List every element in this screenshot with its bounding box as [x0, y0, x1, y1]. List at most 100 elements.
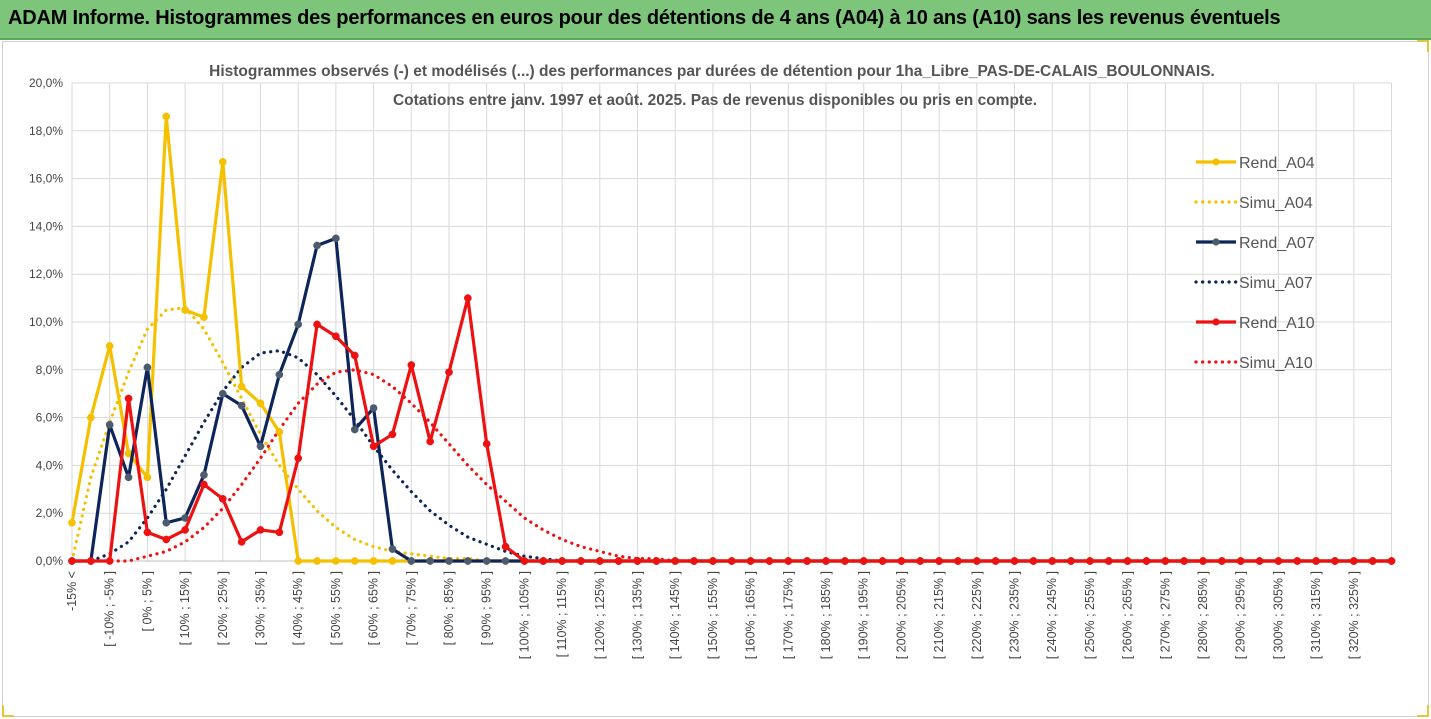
x-tick-label: [ 280% ; 285% ] [1196, 571, 1210, 659]
chart-legend: Rend_A04 Simu_A04 Rend_A07 Simu_A07 Rend_A10… [1194, 155, 1315, 372]
data-point-Rend_A10 [275, 528, 284, 537]
x-tick-label: [ 20% ; 25% ] [216, 571, 230, 645]
x-tick-label: [ 250% ; 255% ] [1083, 571, 1097, 659]
series-layer [68, 112, 1396, 565]
data-point-Rend_A10 [727, 557, 736, 565]
x-tick-label: [ 80% ; 85% ] [442, 571, 456, 645]
data-point-Rend_A10 [218, 495, 227, 503]
data-point-Rend_A10 [369, 442, 378, 451]
data-point-Rend_A10 [822, 557, 830, 565]
legend-marker [1212, 238, 1220, 246]
data-point-Rend_A10 [1274, 557, 1283, 565]
series-Simu_A04 [70, 306, 1394, 563]
data-point-Rend_A04 [350, 557, 359, 565]
x-tick-label: [ 10% ; 15% ] [178, 571, 192, 645]
data-point-Rend_A07 [275, 370, 284, 379]
x-tick-label: [ 300% ; 305% ] [1271, 571, 1285, 659]
legend-entry-Simu_A07: Simu_A07 [1194, 275, 1313, 292]
legend-entry-Rend_A10: Rend_A10 [1196, 315, 1315, 332]
data-point-Rend_A10 [859, 557, 868, 565]
data-point-Rend_A04 [237, 382, 246, 391]
data-point-Rend_A10 [972, 557, 981, 565]
data-point-Rend_A10 [332, 332, 340, 341]
data-point-Rend_A07 [332, 234, 340, 243]
x-tick-label: [ 150% ; 155% ] [706, 571, 720, 659]
data-point-Rend_A10 [1293, 557, 1302, 565]
data-point-Rend_A07 [313, 241, 321, 250]
y-tick-label: 4,0% [36, 458, 64, 472]
x-tick-label: [ 200% ; 205% ] [894, 571, 908, 659]
data-point-Rend_A04 [105, 342, 114, 350]
x-tick-label: [ 180% ; 185% ] [819, 571, 833, 659]
data-point-Rend_A04 [143, 473, 152, 482]
data-point-Rend_A10 [991, 557, 1000, 565]
data-point-Rend_A10 [916, 557, 925, 565]
series-line-Rend_A07 [72, 236, 1392, 563]
axis-layer: 0,0% 2,0% 4,0% 6,0% 8,0% 10,0% 12,0% 14,0% 16,0%… [29, 76, 1392, 659]
data-point-Rend_A10 [200, 480, 208, 489]
data-point-Rend_A10 [1086, 557, 1094, 565]
data-point-Rend_A04 [87, 413, 95, 422]
data-point-Rend_A10 [1104, 557, 1113, 565]
data-point-Rend_A10 [784, 557, 793, 565]
data-point-Rend_A10 [595, 557, 604, 565]
data-point-Rend_A10 [520, 557, 529, 565]
data-point-Rend_A10 [1048, 557, 1057, 565]
x-tick-label: [ 210% ; 215% ] [932, 571, 946, 659]
data-point-Rend_A10 [614, 557, 623, 565]
data-point-Rend_A10 [256, 526, 265, 534]
data-point-Rend_A04 [181, 306, 189, 314]
x-tick-label: [ 90% ; 95% ] [480, 571, 494, 645]
chart-subtitle: Cotations entre janv. 1997 et août. 2025… [393, 92, 1037, 109]
data-point-Rend_A04 [332, 557, 340, 565]
series-line-Rend_A10 [72, 296, 1392, 563]
x-tick-label: [ 220% ; 225% ] [970, 571, 984, 659]
data-point-Rend_A07 [218, 389, 227, 398]
data-point-Rend_A10 [1331, 557, 1339, 565]
data-point-Rend_A10 [1349, 557, 1358, 565]
data-point-Rend_A10 [143, 528, 152, 537]
data-point-Rend_A10 [1010, 557, 1019, 565]
x-tick-label: [ 170% ; 175% ] [781, 571, 795, 659]
data-point-Rend_A10 [1387, 557, 1396, 565]
data-point-Rend_A10 [1123, 557, 1132, 565]
data-point-Rend_A04 [162, 112, 171, 121]
data-point-Rend_A07 [200, 471, 208, 479]
data-point-Rend_A10 [294, 454, 303, 463]
legend-label: Simu_A10 [1239, 355, 1313, 372]
x-tick-label: [ 120% ; 125% ] [593, 571, 607, 659]
data-point-Rend_A10 [1236, 557, 1245, 565]
data-point-Rend_A07 [445, 557, 453, 565]
series-line-Simu_A07 [70, 349, 1394, 563]
data-point-Rend_A10 [709, 557, 717, 565]
legend-label: Rend_A10 [1239, 315, 1315, 332]
data-point-Rend_A10 [181, 526, 189, 534]
data-point-Rend_A07 [501, 557, 510, 565]
data-point-Rend_A07 [237, 401, 246, 410]
data-point-Rend_A04 [200, 313, 208, 322]
series-line-Simu_A04 [70, 306, 1394, 563]
data-point-Rend_A10 [577, 557, 585, 565]
y-tick-label: 12,0% [29, 267, 63, 281]
data-point-Rend_A10 [803, 557, 812, 565]
data-point-Rend_A07 [464, 557, 472, 565]
data-point-Rend_A10 [671, 557, 680, 565]
data-point-Rend_A10 [935, 557, 943, 565]
chart-title: Histogrammes observés (-) et modélisés (… [209, 63, 1215, 80]
data-point-Rend_A10 [1029, 557, 1038, 565]
data-point-Rend_A10 [388, 430, 397, 439]
data-point-Rend_A10 [878, 557, 887, 565]
data-point-Rend_A07 [256, 442, 265, 451]
x-tick-label: [ 320% ; 325% ] [1347, 571, 1361, 659]
data-point-Rend_A10 [558, 557, 566, 565]
x-tick-label: [ 40% ; 45% ] [291, 571, 305, 645]
data-point-Rend_A07 [388, 545, 397, 553]
data-point-Rend_A04 [256, 399, 265, 408]
series-Rend_A10 [68, 294, 1396, 565]
x-tick-label: [ 290% ; 295% ] [1234, 571, 1248, 659]
data-point-Rend_A07 [482, 557, 491, 565]
x-tick-label: [ 310% ; 315% ] [1309, 571, 1323, 659]
y-tick-label: 20,0% [29, 76, 63, 90]
y-tick-label: 14,0% [29, 219, 63, 233]
